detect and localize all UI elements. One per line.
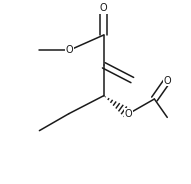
Text: O: O xyxy=(66,45,74,55)
Text: O: O xyxy=(100,3,108,13)
Text: O: O xyxy=(163,76,171,86)
Text: O: O xyxy=(125,109,132,119)
